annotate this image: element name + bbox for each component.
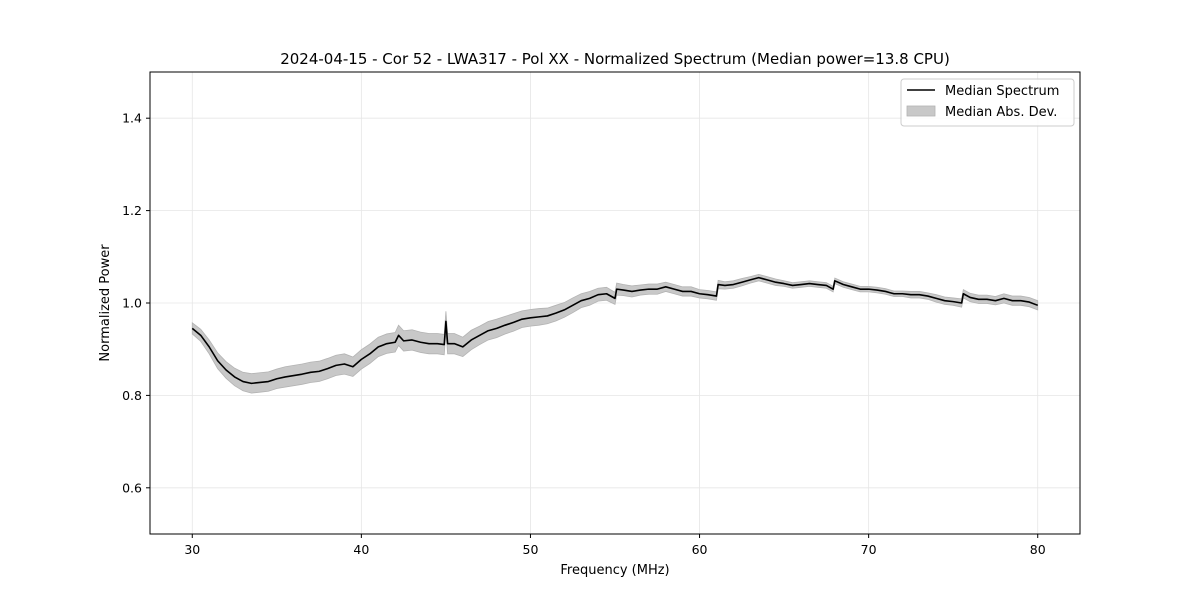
legend-box (900, 78, 1075, 127)
legend: Median Spectrum Median Abs. Dev. (900, 78, 1075, 127)
x-tick-label: 80 (1030, 542, 1046, 557)
x-tick-label: 30 (184, 542, 200, 557)
median-spectrum-line (191, 276, 1039, 385)
y-axis-ticks: 0.6 0.8 1.0 1.2 1.4 (122, 111, 150, 495)
legend-band-swatch (906, 105, 936, 117)
legend-label-median-abs-dev: Median Abs. Dev. (945, 105, 1057, 120)
x-axis-label: Frequency (MHz) (560, 563, 669, 578)
y-tick-label: 0.6 (122, 480, 142, 495)
x-tick-label: 40 (353, 542, 369, 557)
y-axis-label: Normalized Power (98, 244, 113, 362)
chart-title: 2024-04-15 - Cor 52 - LWA317 - Pol XX - … (280, 50, 950, 68)
y-tick-label: 0.8 (122, 388, 142, 403)
y-tick-label: 1.2 (122, 203, 142, 218)
x-axis-ticks: 30 40 50 60 70 80 (184, 534, 1046, 557)
y-tick-label: 1.0 (122, 296, 142, 311)
legend-label-median-spectrum: Median Spectrum (945, 84, 1059, 99)
x-tick-label: 60 (692, 542, 708, 557)
y-tick-label: 1.4 (122, 111, 142, 126)
x-tick-label: 70 (861, 542, 877, 557)
x-tick-label: 50 (523, 542, 539, 557)
